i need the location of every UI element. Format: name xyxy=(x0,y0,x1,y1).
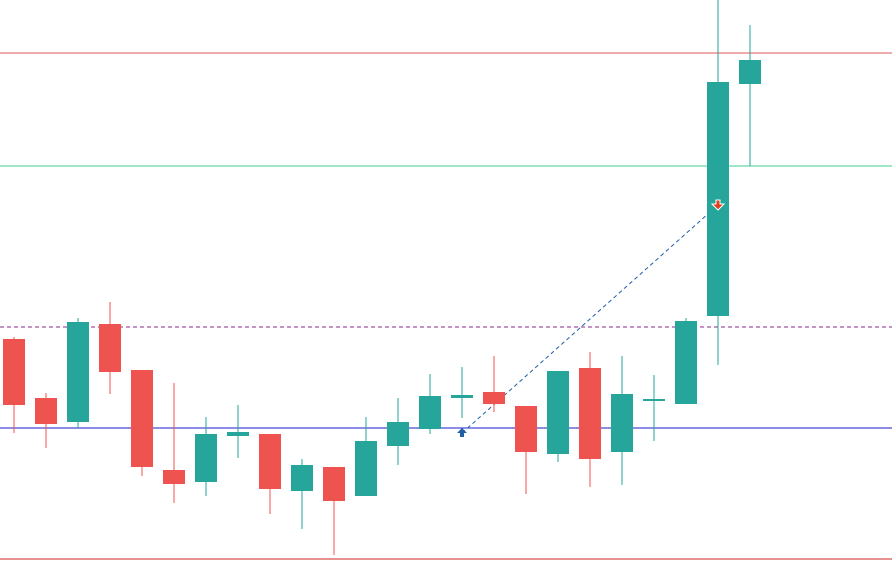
candle-body xyxy=(163,470,185,484)
candle-body xyxy=(675,321,697,404)
candle-body xyxy=(195,434,217,482)
sell-arrow xyxy=(710,199,726,211)
candle-body xyxy=(611,394,633,452)
candle-body xyxy=(515,406,537,452)
candle-body xyxy=(387,422,409,446)
candle-body xyxy=(579,368,601,459)
candle-body xyxy=(3,339,25,405)
candle-body xyxy=(323,467,345,501)
candle-body xyxy=(99,324,121,372)
buy-arrow xyxy=(457,428,467,437)
candle-body xyxy=(355,441,377,496)
candle-body xyxy=(739,60,761,84)
candle-body xyxy=(291,465,313,491)
candle-body xyxy=(67,322,89,422)
candle-body xyxy=(483,392,505,404)
candle-body xyxy=(419,396,441,429)
candle-body xyxy=(35,398,57,424)
candle-body xyxy=(131,370,153,467)
candle-body xyxy=(227,432,249,436)
candle-body xyxy=(707,82,729,316)
candle-body xyxy=(643,399,665,401)
candle-body xyxy=(547,371,569,454)
candle-body xyxy=(259,434,281,489)
candle-body xyxy=(451,395,473,398)
